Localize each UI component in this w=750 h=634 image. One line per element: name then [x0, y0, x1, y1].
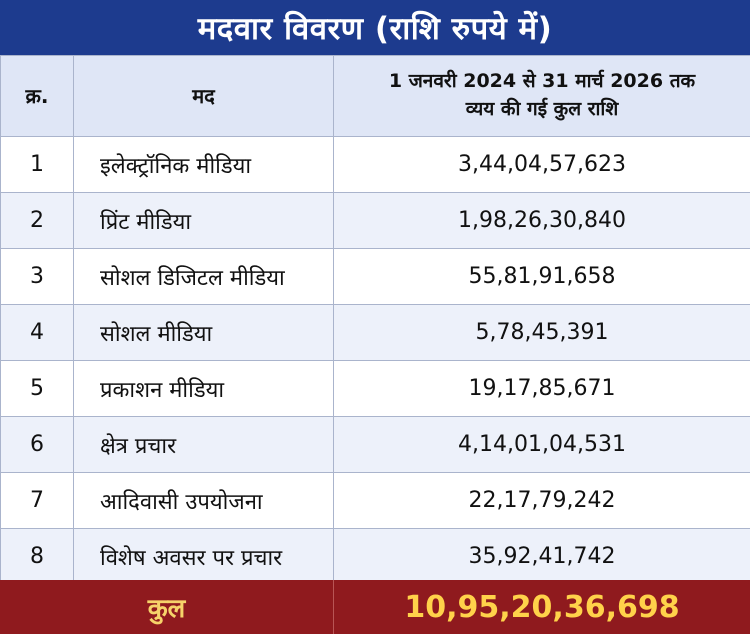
header-amount: 1 जनवरी 2024 से 31 मार्च 2026 तक व्यय की… — [333, 55, 750, 137]
row-serial: 8 — [0, 528, 74, 585]
row-item: आदिवासी उपयोजना — [73, 472, 334, 529]
row-amount: 1,98,26,30,840 — [333, 192, 750, 249]
total-row: कुल 10,95,20,36,698 — [0, 580, 750, 634]
header-row: क्र. मद 1 जनवरी 2024 से 31 मार्च 2026 तक… — [0, 55, 750, 137]
row-item: प्रिंट मीडिया — [73, 192, 334, 249]
row-serial: 4 — [0, 304, 74, 361]
table-row: 2 प्रिंट मीडिया 1,98,26,30,840 — [0, 192, 750, 249]
row-item: विशेष अवसर पर प्रचार — [73, 528, 334, 585]
row-amount: 35,92,41,742 — [333, 528, 750, 585]
expenditure-table: क्र. मद 1 जनवरी 2024 से 31 मार्च 2026 तक… — [0, 55, 750, 585]
row-amount: 22,17,79,242 — [333, 472, 750, 529]
row-serial: 2 — [0, 192, 74, 249]
row-item: इलेक्ट्रॉनिक मीडिया — [73, 136, 334, 193]
row-serial: 6 — [0, 416, 74, 473]
total-label: कुल — [0, 580, 334, 634]
table-row: 4 सोशल मीडिया 5,78,45,391 — [0, 304, 750, 361]
table-row: 8 विशेष अवसर पर प्रचार 35,92,41,742 — [0, 528, 750, 585]
row-item: क्षेत्र प्रचार — [73, 416, 334, 473]
row-amount: 4,14,01,04,531 — [333, 416, 750, 473]
header-amount-line2: व्यय की गई कुल राशि — [465, 98, 619, 120]
table-header: क्र. मद 1 जनवरी 2024 से 31 मार्च 2026 तक… — [0, 55, 750, 137]
table-row: 3 सोशल डिजिटल मीडिया 55,81,91,658 — [0, 248, 750, 305]
row-amount: 3,44,04,57,623 — [333, 136, 750, 193]
row-amount: 5,78,45,391 — [333, 304, 750, 361]
header-amount-line1: 1 जनवरी 2024 से 31 मार्च 2026 तक — [388, 70, 696, 93]
table-body: 1 इलेक्ट्रॉनिक मीडिया 3,44,04,57,623 2 प… — [0, 136, 750, 585]
row-serial: 7 — [0, 472, 74, 529]
row-serial: 5 — [0, 360, 74, 417]
total-value: 10,95,20,36,698 — [404, 589, 680, 625]
table-row: 7 आदिवासी उपयोजना 22,17,79,242 — [0, 472, 750, 529]
row-item: प्रकाशन मीडिया — [73, 360, 334, 417]
row-item: सोशल मीडिया — [73, 304, 334, 361]
row-amount: 55,81,91,658 — [333, 248, 750, 305]
table-row: 6 क्षेत्र प्रचार 4,14,01,04,531 — [0, 416, 750, 473]
header-serial: क्र. — [0, 55, 74, 137]
table-title: मदवार विवरण (राशि रुपये में) — [0, 0, 750, 55]
row-item: सोशल डिजिटल मीडिया — [73, 248, 334, 305]
table-row: 1 इलेक्ट्रॉनिक मीडिया 3,44,04,57,623 — [0, 136, 750, 193]
header-item: मद — [73, 55, 334, 137]
row-serial: 1 — [0, 136, 74, 193]
row-amount: 19,17,85,671 — [333, 360, 750, 417]
row-serial: 3 — [0, 248, 74, 305]
table-row: 5 प्रकाशन मीडिया 19,17,85,671 — [0, 360, 750, 417]
